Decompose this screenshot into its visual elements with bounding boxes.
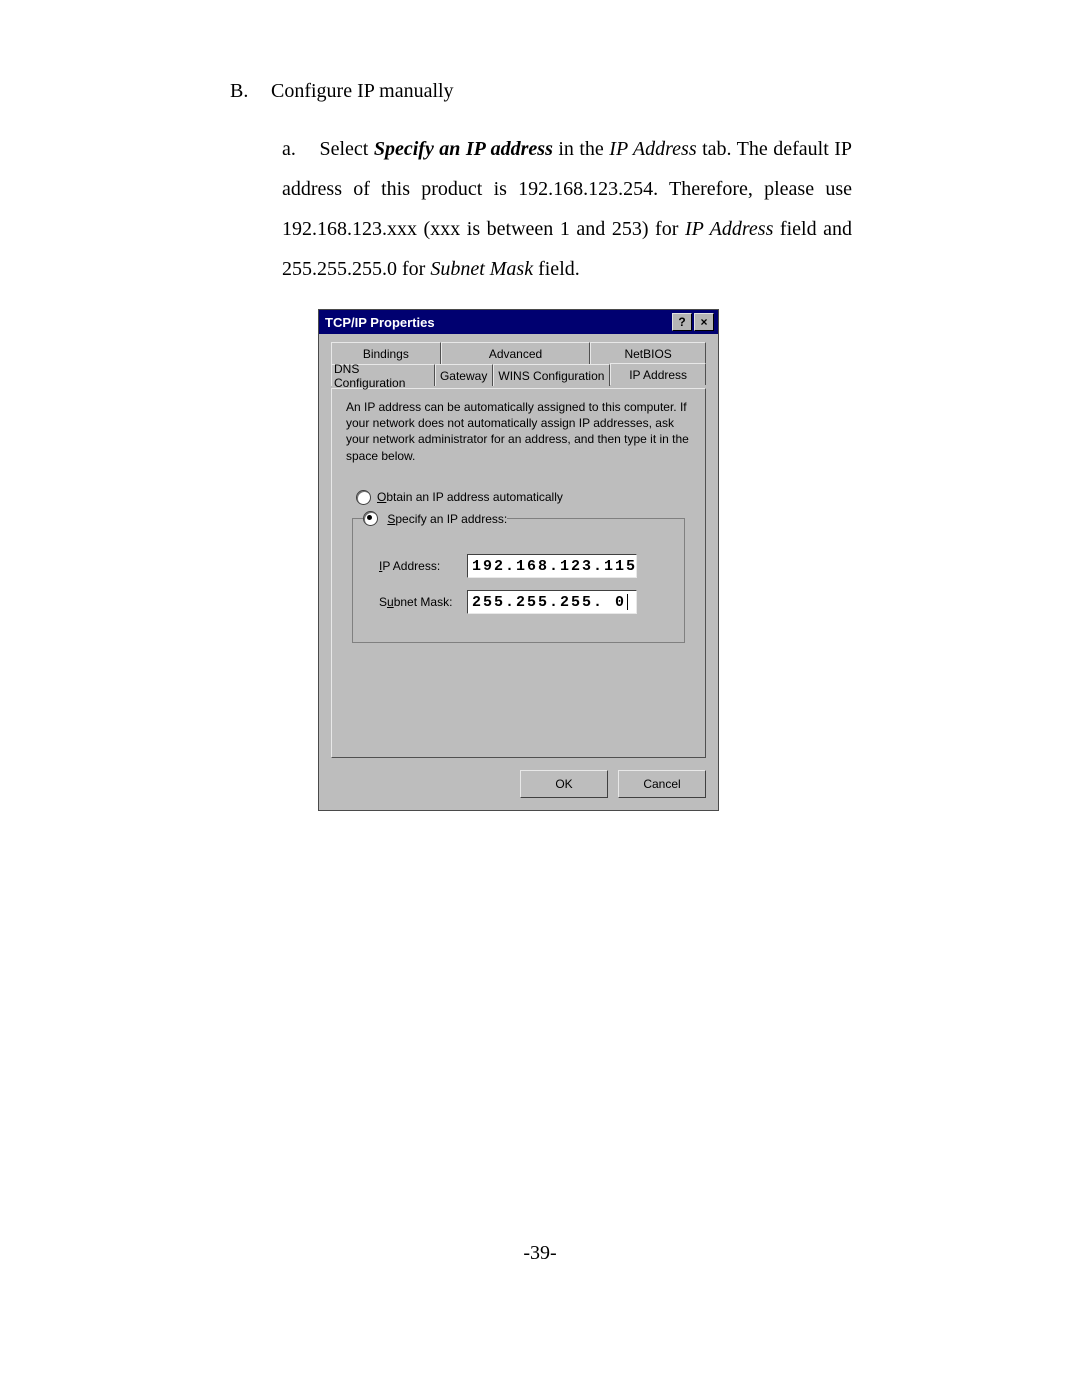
description-text: An IP address can be automatically assig… <box>346 399 691 464</box>
specify-ip-group: Specify an IP address: IP Address: 192.1… <box>352 511 685 643</box>
subitem-ital-3: Subnet Mask <box>430 258 533 280</box>
tab-ip-address[interactable]: IP Address <box>610 363 706 385</box>
subitem-text-2: in the <box>553 138 609 160</box>
tcpip-properties-dialog: TCP/IP Properties ? × Bindings Advanced … <box>318 309 719 811</box>
cancel-button[interactable]: Cancel <box>618 770 706 798</box>
dialog-buttons: OK Cancel <box>327 770 710 798</box>
subitem-bold: Specify an IP address <box>374 138 553 160</box>
close-icon[interactable]: × <box>694 313 714 331</box>
section-heading: B. Configure IP manually <box>230 80 852 103</box>
radio-specify[interactable]: Specify an IP address: <box>363 511 507 526</box>
dialog-title: TCP/IP Properties <box>325 315 670 330</box>
section-title: Configure IP manually <box>271 80 454 102</box>
titlebar[interactable]: TCP/IP Properties ? × <box>319 310 718 334</box>
tab-panel: An IP address can be automatically assig… <box>331 388 706 758</box>
help-icon[interactable]: ? <box>672 313 692 331</box>
subitem-text-1: Select <box>319 138 373 160</box>
subnet-mask-input[interactable]: 255.255.255. 0 <box>467 590 637 614</box>
tab-netbios[interactable]: NetBIOS <box>590 342 706 364</box>
subitem-text-5: field. <box>533 258 580 280</box>
document-page: B. Configure IP manually a. Select Speci… <box>0 0 1080 1397</box>
dialog-body: Bindings Advanced NetBIOS DNS Configurat… <box>319 334 718 810</box>
ok-button[interactable]: OK <box>520 770 608 798</box>
tab-wins[interactable]: WINS Configuration <box>493 364 611 386</box>
section-label: B. <box>230 80 266 103</box>
tab-strip: Bindings Advanced NetBIOS DNS Configurat… <box>327 342 710 388</box>
subitem-ital-2: IP Address <box>685 218 773 240</box>
tab-advanced[interactable]: Advanced <box>441 342 591 364</box>
ip-address-label: IP Address: <box>379 559 467 573</box>
radio-icon <box>356 490 371 505</box>
tab-dns[interactable]: DNS Configuration <box>331 364 435 386</box>
subitem: a. Select Specify an IP address in the I… <box>282 129 852 289</box>
tab-gateway[interactable]: Gateway <box>435 364 493 386</box>
ip-address-input[interactable]: 192.168.123.115 <box>467 554 637 578</box>
subitem-ital-1: IP Address <box>609 138 696 160</box>
subnet-mask-label: Subnet Mask: <box>379 595 467 609</box>
subitem-label: a. <box>282 129 314 169</box>
radio-icon <box>363 511 378 526</box>
page-number: -39- <box>0 1242 1080 1265</box>
radio-auto-label: Obtain an IP address automatically <box>377 490 563 504</box>
radio-specify-label: Specify an IP address: <box>387 512 507 526</box>
text-cursor <box>627 594 628 610</box>
subnet-mask-row: Subnet Mask: 255.255.255. 0 <box>379 590 674 614</box>
radio-obtain-auto[interactable]: Obtain an IP address automatically <box>356 490 691 505</box>
ip-address-row: IP Address: 192.168.123.115 <box>379 554 674 578</box>
